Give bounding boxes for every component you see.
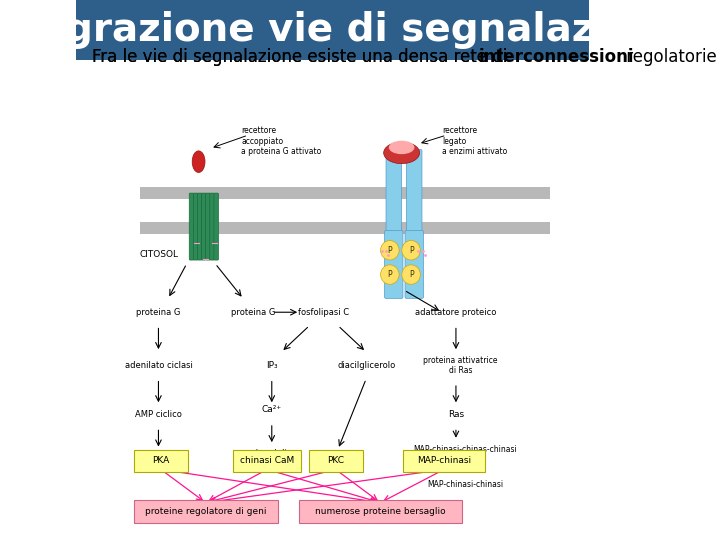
Text: recettore
legato
a enzimi attivato: recettore legato a enzimi attivato xyxy=(442,126,507,156)
Circle shape xyxy=(402,265,420,285)
Text: proteina G: proteina G xyxy=(230,308,275,317)
FancyBboxPatch shape xyxy=(405,231,423,299)
Text: P: P xyxy=(387,270,392,279)
Circle shape xyxy=(381,240,399,260)
Text: adenilato ciclasi: adenilato ciclasi xyxy=(125,361,192,370)
Bar xyxy=(140,187,550,199)
FancyBboxPatch shape xyxy=(76,0,590,60)
Text: regolatorie: regolatorie xyxy=(621,48,717,66)
Ellipse shape xyxy=(389,140,415,154)
Ellipse shape xyxy=(192,151,205,172)
FancyBboxPatch shape xyxy=(299,501,462,523)
Text: MAP-chinasi-chinasi: MAP-chinasi-chinasi xyxy=(427,481,503,489)
FancyBboxPatch shape xyxy=(403,449,485,471)
Text: Ras: Ras xyxy=(448,409,464,418)
Text: P: P xyxy=(409,246,413,255)
Text: Fra le vie di segnalazione esiste una densa rete di: Fra le vie di segnalazione esiste una de… xyxy=(91,48,512,66)
FancyBboxPatch shape xyxy=(134,501,277,523)
Text: diacilglicerolo: diacilglicerolo xyxy=(337,361,395,370)
Circle shape xyxy=(381,265,399,285)
Text: recettore
accoppiato
a proteina G attivato: recettore accoppiato a proteina G attiva… xyxy=(241,126,321,156)
FancyBboxPatch shape xyxy=(309,449,363,471)
Text: MAP-chinasi-chinas-chinasi: MAP-chinasi-chinas-chinasi xyxy=(413,445,517,454)
FancyBboxPatch shape xyxy=(210,193,215,260)
FancyBboxPatch shape xyxy=(233,449,301,471)
FancyBboxPatch shape xyxy=(194,193,198,260)
FancyBboxPatch shape xyxy=(407,150,422,239)
Text: CITOSOL: CITOSOL xyxy=(140,250,179,259)
FancyBboxPatch shape xyxy=(384,231,403,299)
Text: P: P xyxy=(387,246,392,255)
Circle shape xyxy=(402,240,420,260)
FancyBboxPatch shape xyxy=(386,150,402,239)
Text: Ca²⁺: Ca²⁺ xyxy=(261,405,282,414)
Text: proteine regolatore di geni: proteine regolatore di geni xyxy=(145,507,266,516)
FancyBboxPatch shape xyxy=(134,449,188,471)
Text: Integrazione vie di segnalazione: Integrazione vie di segnalazione xyxy=(0,11,688,49)
FancyBboxPatch shape xyxy=(202,193,206,260)
Text: numerose proteine bersaglio: numerose proteine bersaglio xyxy=(315,507,446,516)
Text: AMP ciclico: AMP ciclico xyxy=(135,409,182,418)
FancyBboxPatch shape xyxy=(189,193,194,260)
Text: chinasi CaM: chinasi CaM xyxy=(240,456,294,465)
Text: IP₃: IP₃ xyxy=(266,361,278,370)
Text: proteina attivatrice
di Ras: proteina attivatrice di Ras xyxy=(423,356,498,375)
Text: interconnessioni: interconnessioni xyxy=(478,48,634,66)
Text: Fra le vie di segnalazione esiste una densa rete di: Fra le vie di segnalazione esiste una de… xyxy=(91,48,512,66)
Text: MAP-chinasi: MAP-chinasi xyxy=(417,456,471,465)
Bar xyxy=(140,222,550,234)
Text: PKC: PKC xyxy=(327,456,344,465)
Ellipse shape xyxy=(384,142,420,164)
FancyBboxPatch shape xyxy=(206,193,210,260)
FancyBboxPatch shape xyxy=(214,193,218,260)
Text: P: P xyxy=(409,270,413,279)
FancyBboxPatch shape xyxy=(197,193,202,260)
Text: proteina G: proteina G xyxy=(136,308,181,317)
Text: calmodulina: calmodulina xyxy=(246,449,297,458)
Text: PKA: PKA xyxy=(152,456,169,465)
Text: adattatore proteico: adattatore proteico xyxy=(415,308,497,317)
Text: fosfolipasi C: fosfolipasi C xyxy=(298,308,349,317)
